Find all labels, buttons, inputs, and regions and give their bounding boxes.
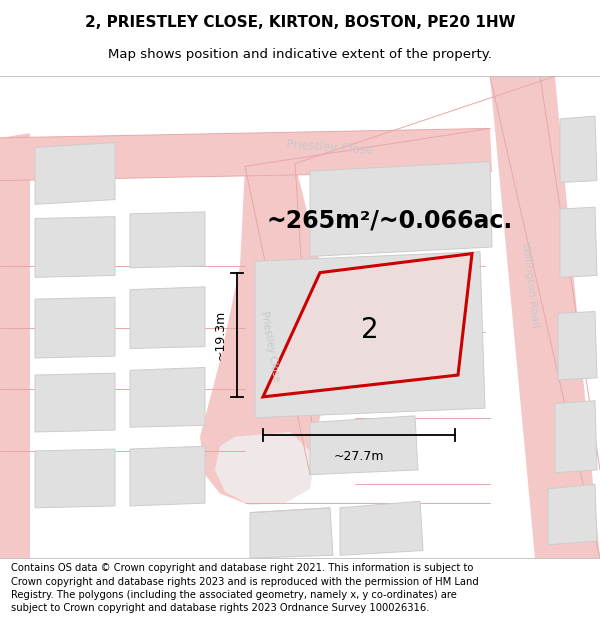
Polygon shape xyxy=(0,128,492,181)
Polygon shape xyxy=(340,501,423,555)
Text: ~27.7m: ~27.7m xyxy=(334,450,384,463)
Polygon shape xyxy=(560,207,597,278)
Polygon shape xyxy=(35,142,115,204)
Polygon shape xyxy=(560,116,597,182)
Polygon shape xyxy=(555,401,597,472)
Polygon shape xyxy=(310,416,418,474)
Polygon shape xyxy=(130,446,205,506)
Polygon shape xyxy=(255,252,485,418)
Text: 2, PRIESTLEY CLOSE, KIRTON, BOSTON, PE20 1HW: 2, PRIESTLEY CLOSE, KIRTON, BOSTON, PE20… xyxy=(85,16,515,31)
Polygon shape xyxy=(35,373,115,432)
Polygon shape xyxy=(548,484,597,545)
Text: Priestley Close: Priestley Close xyxy=(259,311,281,382)
Text: Map shows position and indicative extent of the property.: Map shows position and indicative extent… xyxy=(108,48,492,61)
Polygon shape xyxy=(35,449,115,508)
Polygon shape xyxy=(215,432,315,505)
Text: Priestley Close: Priestley Close xyxy=(286,138,374,157)
Polygon shape xyxy=(35,298,115,358)
Polygon shape xyxy=(0,133,30,558)
Polygon shape xyxy=(130,287,205,349)
Polygon shape xyxy=(130,368,205,428)
Text: ~19.3m: ~19.3m xyxy=(214,309,227,360)
Polygon shape xyxy=(490,76,600,558)
Text: 2: 2 xyxy=(361,316,379,344)
Polygon shape xyxy=(250,508,330,512)
Text: Willington Road: Willington Road xyxy=(520,241,540,329)
Text: ~265m²/~0.066ac.: ~265m²/~0.066ac. xyxy=(267,208,513,232)
Polygon shape xyxy=(130,212,205,268)
Polygon shape xyxy=(35,217,115,278)
Polygon shape xyxy=(263,254,472,397)
Polygon shape xyxy=(250,508,333,558)
Text: Contains OS data © Crown copyright and database right 2021. This information is : Contains OS data © Crown copyright and d… xyxy=(11,564,479,613)
Polygon shape xyxy=(310,162,492,256)
Polygon shape xyxy=(200,164,340,503)
Polygon shape xyxy=(558,311,597,380)
